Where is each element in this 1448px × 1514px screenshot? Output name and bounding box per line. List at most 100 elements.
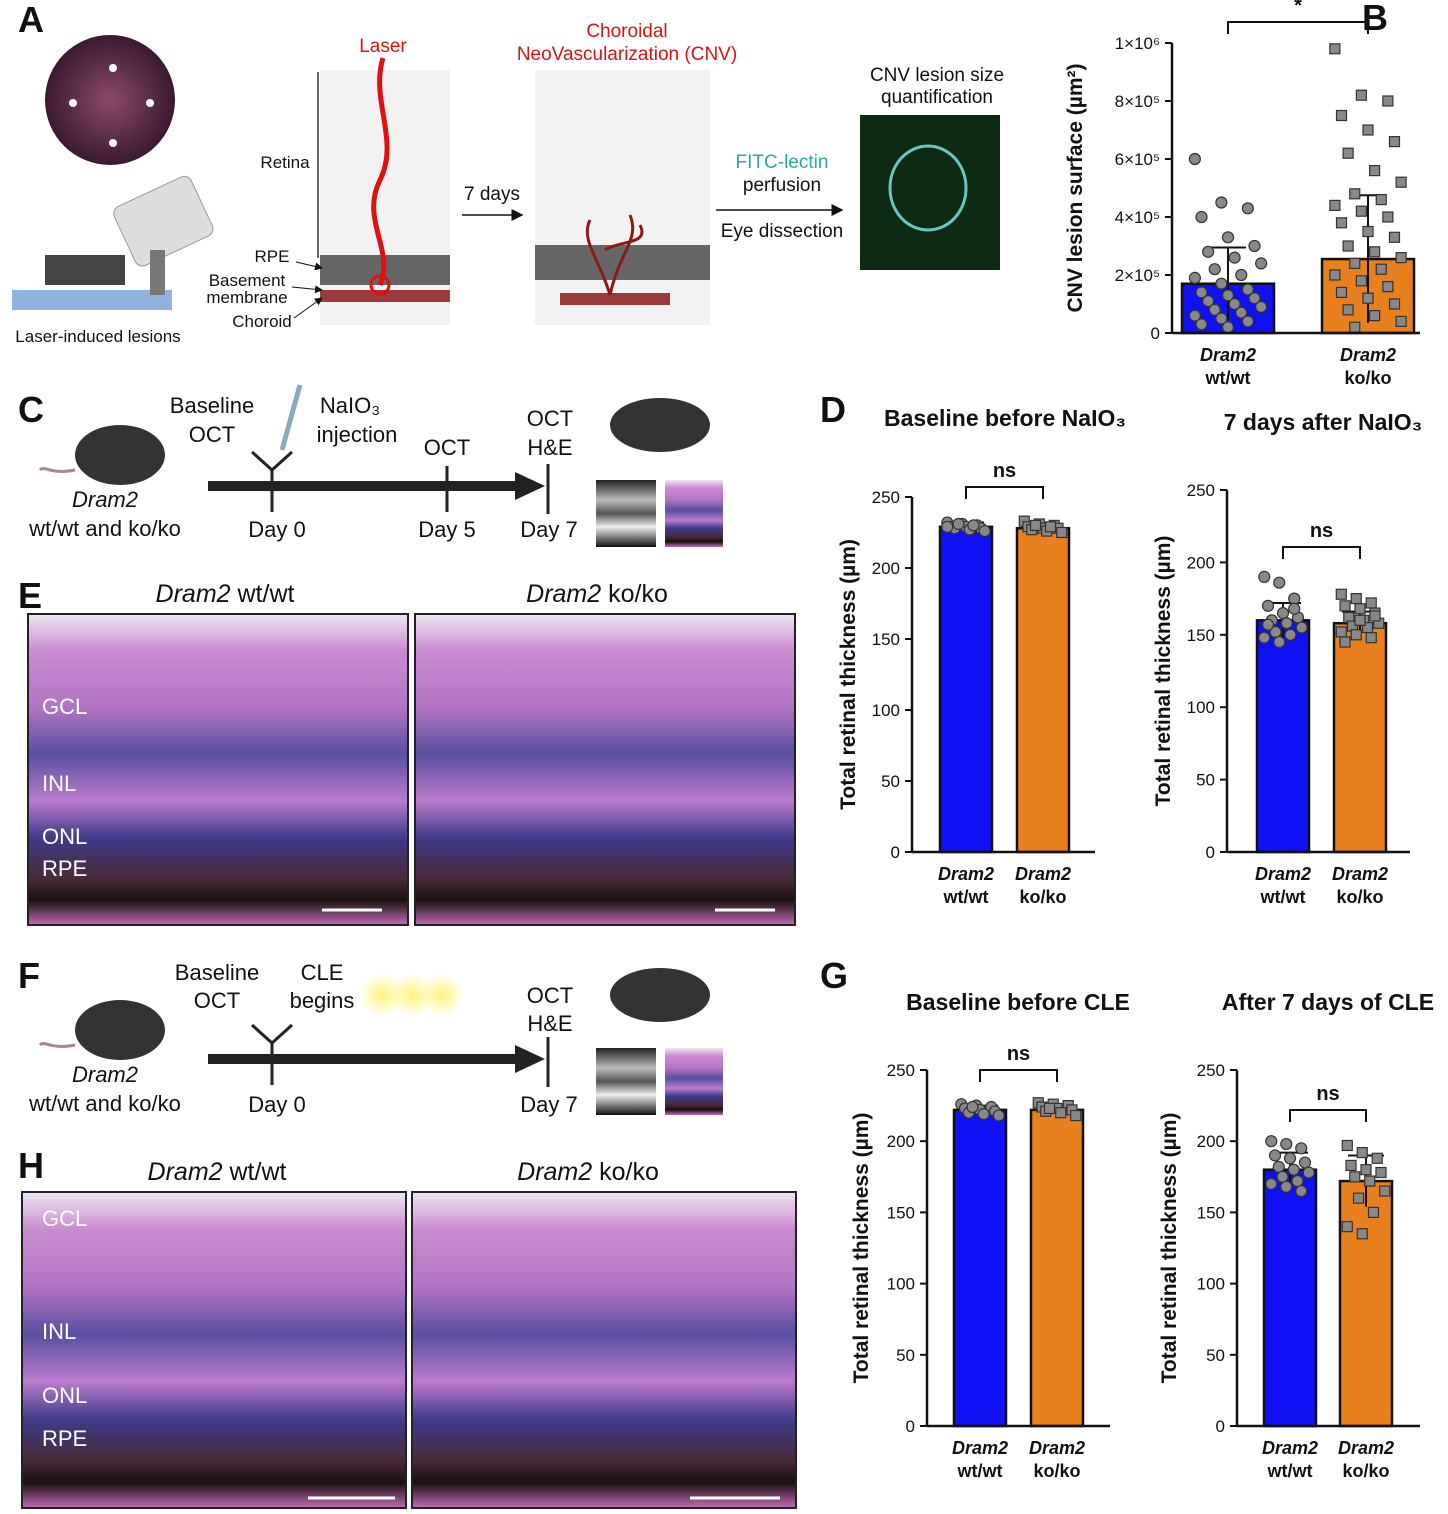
point xyxy=(1356,1228,1368,1240)
point xyxy=(1371,1152,1383,1164)
point xyxy=(1044,521,1057,533)
point xyxy=(1382,281,1394,293)
chart-title: 7 days after NaIO₃ xyxy=(1224,409,1423,435)
point xyxy=(1349,1171,1361,1183)
point xyxy=(1349,188,1361,200)
genotype: wt/wt xyxy=(231,580,295,608)
y-tick-label: 50 xyxy=(1196,771,1215,790)
point xyxy=(1295,1184,1308,1198)
label: Dram2 xyxy=(72,487,138,512)
label: CNV lesion size xyxy=(870,65,1004,86)
label: H&E xyxy=(527,1011,572,1036)
genotype: ko/ko xyxy=(601,580,668,608)
point xyxy=(1335,286,1348,298)
point xyxy=(1241,315,1254,328)
significance-label: ns xyxy=(1007,1043,1030,1065)
gene: Dram2 xyxy=(148,1158,223,1186)
layer-label: GCL xyxy=(42,1206,87,1231)
significance-label: ns xyxy=(1316,1083,1339,1105)
x-tick-label: wt/wt xyxy=(957,1461,1003,1481)
label: injection xyxy=(317,422,398,447)
point xyxy=(1355,89,1367,101)
x-tick-label: ko/ko xyxy=(1019,887,1066,907)
genotype: wt/wt xyxy=(223,1158,287,1186)
label: 7 days xyxy=(464,184,520,205)
point xyxy=(1228,251,1241,264)
bar xyxy=(1255,619,1311,854)
point xyxy=(1265,1135,1278,1148)
point xyxy=(1349,257,1361,269)
label: Laser-induced lesions xyxy=(15,327,180,346)
panel-letter: E xyxy=(18,575,42,616)
point xyxy=(1360,1164,1372,1176)
point xyxy=(1341,1221,1353,1233)
point xyxy=(1273,635,1286,649)
point xyxy=(992,1109,1005,1122)
image-title: Dram2 ko/ko xyxy=(517,1158,659,1186)
bar xyxy=(1015,526,1071,854)
label: OCT xyxy=(527,406,573,431)
y-tick-label: 200 xyxy=(887,1132,915,1151)
point xyxy=(1369,310,1381,322)
point xyxy=(1056,526,1068,539)
point xyxy=(1188,271,1201,284)
point xyxy=(1365,632,1377,644)
point xyxy=(1241,202,1254,215)
image-title: Dram2 ko/ko xyxy=(526,580,668,608)
point xyxy=(1055,1107,1067,1119)
point xyxy=(1221,321,1235,334)
label: Baseline xyxy=(170,393,254,418)
point xyxy=(1291,1174,1304,1188)
layer-label: ONL xyxy=(42,1383,87,1408)
point xyxy=(1350,629,1362,641)
point xyxy=(1221,231,1235,244)
point xyxy=(1258,570,1271,583)
y-tick-label: 8×10⁵ xyxy=(1115,92,1160,111)
label: CLE xyxy=(301,960,344,985)
point xyxy=(1354,614,1366,626)
y-tick-label: 50 xyxy=(881,772,900,791)
point xyxy=(1388,298,1401,310)
point xyxy=(1369,165,1381,177)
y-axis-label: Total retinal thickness (µm) xyxy=(837,539,860,810)
retina-diagram xyxy=(320,70,450,325)
point xyxy=(1261,599,1275,612)
point xyxy=(1339,600,1351,612)
label: FITC-lectin xyxy=(736,152,829,173)
label: Day 5 xyxy=(418,517,475,542)
panel-letter: H xyxy=(18,1145,44,1186)
laser-stage xyxy=(12,290,172,310)
x-tick-label: Dram2 xyxy=(938,864,994,884)
y-tick-label: 150 xyxy=(887,1203,915,1222)
panel-letter: B xyxy=(1362,0,1388,38)
he-image xyxy=(27,613,409,926)
point xyxy=(1379,1185,1391,1197)
point xyxy=(1365,597,1377,609)
y-axis-label: Total retinal thickness (µm) xyxy=(1152,536,1175,807)
x-tick-label: Dram2 xyxy=(1332,864,1388,884)
label: OCT xyxy=(424,435,470,460)
x-tick-label: wt/wt xyxy=(1205,368,1251,388)
point xyxy=(1221,289,1235,302)
bar xyxy=(1332,621,1388,854)
y-tick-label: 0 xyxy=(1151,324,1160,343)
y-axis-label: Total retinal thickness (µm) xyxy=(1158,1113,1181,1384)
point xyxy=(1369,610,1381,622)
y-tick-label: 0 xyxy=(906,1417,915,1436)
point xyxy=(1295,1142,1308,1155)
point xyxy=(1202,295,1215,308)
bar xyxy=(938,525,994,854)
bar xyxy=(1029,1108,1085,1428)
label: wt/wt and ko/ko xyxy=(28,516,181,541)
label: Baseline xyxy=(175,960,259,985)
point xyxy=(1265,1177,1278,1191)
oct-thumb xyxy=(596,1048,656,1115)
significance-bracket xyxy=(1282,546,1361,559)
x-tick-label: Dram2 xyxy=(1255,864,1311,884)
y-tick-label: 100 xyxy=(887,1275,915,1294)
significance-bracket xyxy=(1289,1109,1367,1122)
point xyxy=(1235,268,1248,282)
y-tick-label: 150 xyxy=(1187,626,1215,645)
panel-letter: D xyxy=(820,389,846,430)
x-tick-label: Dram2 xyxy=(1200,345,1256,365)
